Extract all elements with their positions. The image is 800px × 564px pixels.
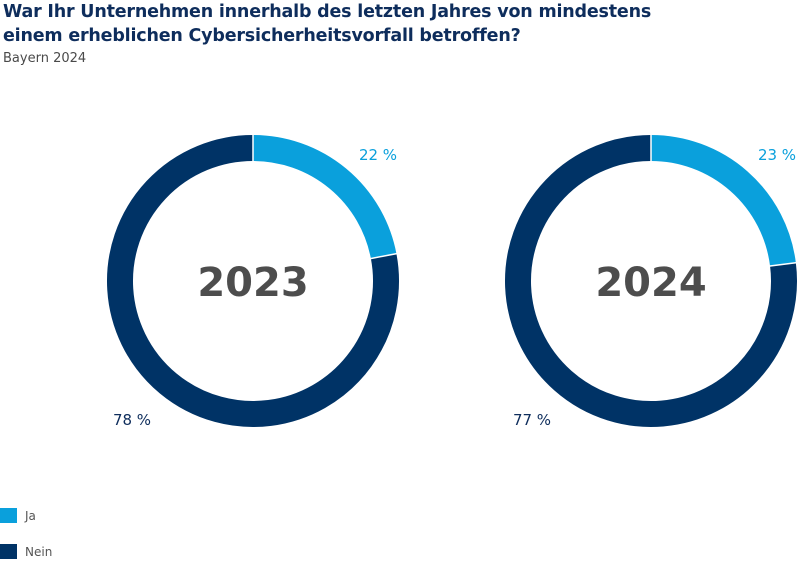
slice-separator [768, 261, 797, 267]
donut-chart-2023: 2023 22 % 78 % [107, 134, 399, 429]
donut-slice-nein-2023 [107, 135, 399, 427]
chart-title-line-1: War Ihr Unternehmen innerhalb des letzte… [3, 2, 652, 22]
legend-swatch-nein [0, 544, 17, 559]
data-label-ja-2023: 22 % [359, 146, 397, 164]
donut-center-label-2023: 2023 [197, 260, 308, 306]
chart-title-line-2: einem erheblichen Cybersicherheitsvorfal… [3, 26, 521, 46]
legend-item-nein: Nein [0, 544, 120, 564]
donut-slice-ja-2024 [650, 135, 796, 267]
slice-separator [369, 252, 398, 260]
legend-swatch-ja [0, 508, 17, 523]
donut-slice-nein-2024 [505, 135, 797, 427]
donut-chart-2024: 2024 23 % 77 % [505, 134, 797, 429]
legend-label-ja: Ja [25, 509, 36, 523]
data-label-nein-2024: 77 % [513, 411, 551, 429]
chart-subtitle: Bayern 2024 [3, 51, 87, 66]
donut-center-label-2024: 2024 [595, 260, 706, 306]
data-label-ja-2024: 23 % [758, 146, 796, 164]
legend-item-ja: Ja [0, 508, 120, 528]
donut-charts: 2023 22 % 78 % 2024 23 % 77 % [107, 134, 797, 429]
title-block: War Ihr Unternehmen innerhalb des letzte… [3, 0, 793, 66]
legend-label-nein: Nein [25, 545, 53, 559]
donut-slice-ja-2023 [252, 135, 397, 259]
data-label-nein-2023: 78 % [113, 411, 151, 429]
